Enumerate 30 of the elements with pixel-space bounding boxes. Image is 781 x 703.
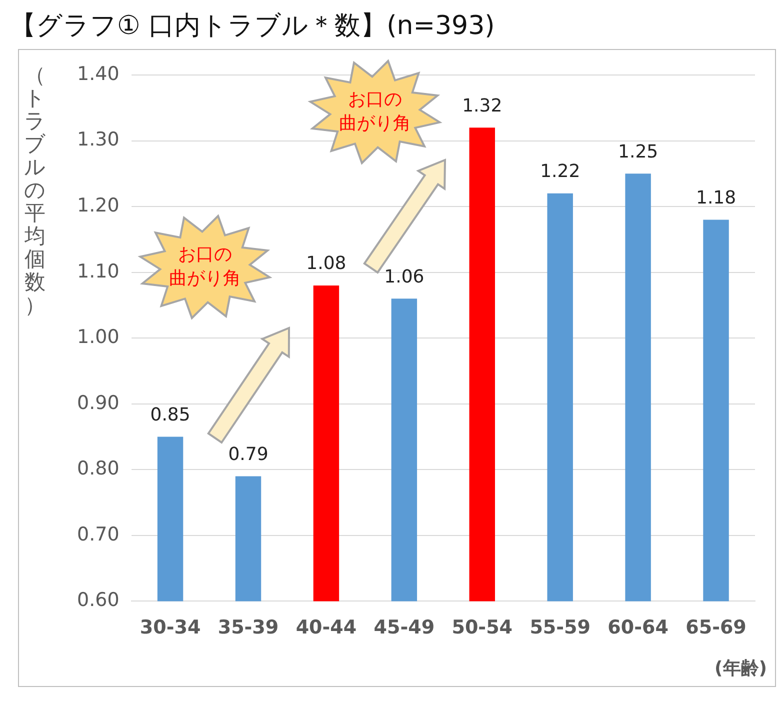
y-tick-label: 1.40 (76, 62, 120, 85)
x-tick-label: 30-34 (140, 616, 201, 639)
y-tick-label: 0.90 (76, 392, 120, 414)
x-tick-label: 45-49 (374, 616, 435, 639)
y-tick-label: 0.70 (76, 523, 120, 546)
annotation: お口の曲がり角 (168, 243, 242, 291)
data-label: 1.22 (540, 161, 580, 182)
x-axis-title: (年齢) (714, 657, 767, 680)
data-label: 1.18 (696, 187, 736, 208)
chart-title: 【グラフ① 口内トラブル＊数】(n=393) (10, 10, 496, 43)
x-tick-label: 50-54 (452, 616, 513, 639)
data-label: 1.08 (306, 253, 346, 274)
y-tick-label: 0.60 (76, 589, 120, 612)
x-tick-label: 65-69 (686, 616, 746, 639)
x-tick-label: 40-44 (296, 616, 357, 639)
y-tick-label: 1.20 (76, 194, 120, 216)
data-label: 0.79 (228, 444, 268, 465)
data-label: 1.25 (618, 141, 658, 162)
data-label: 1.32 (462, 95, 502, 116)
y-tick-label: 1.30 (76, 128, 120, 151)
x-tick-label: 55-59 (530, 616, 590, 639)
x-tick-label: 60-64 (608, 616, 668, 639)
y-tick-label: 1.10 (76, 260, 120, 282)
text: （トラブルの平均個数） (24, 63, 46, 317)
data-label: 0.85 (150, 404, 190, 426)
x-tick-label: 35-39 (218, 616, 279, 639)
y-tick-label: 1.00 (76, 326, 120, 348)
annotation: お口の曲がり角 (338, 88, 412, 136)
data-label: 1.06 (384, 266, 424, 288)
y-tick-label: 0.80 (76, 458, 120, 480)
